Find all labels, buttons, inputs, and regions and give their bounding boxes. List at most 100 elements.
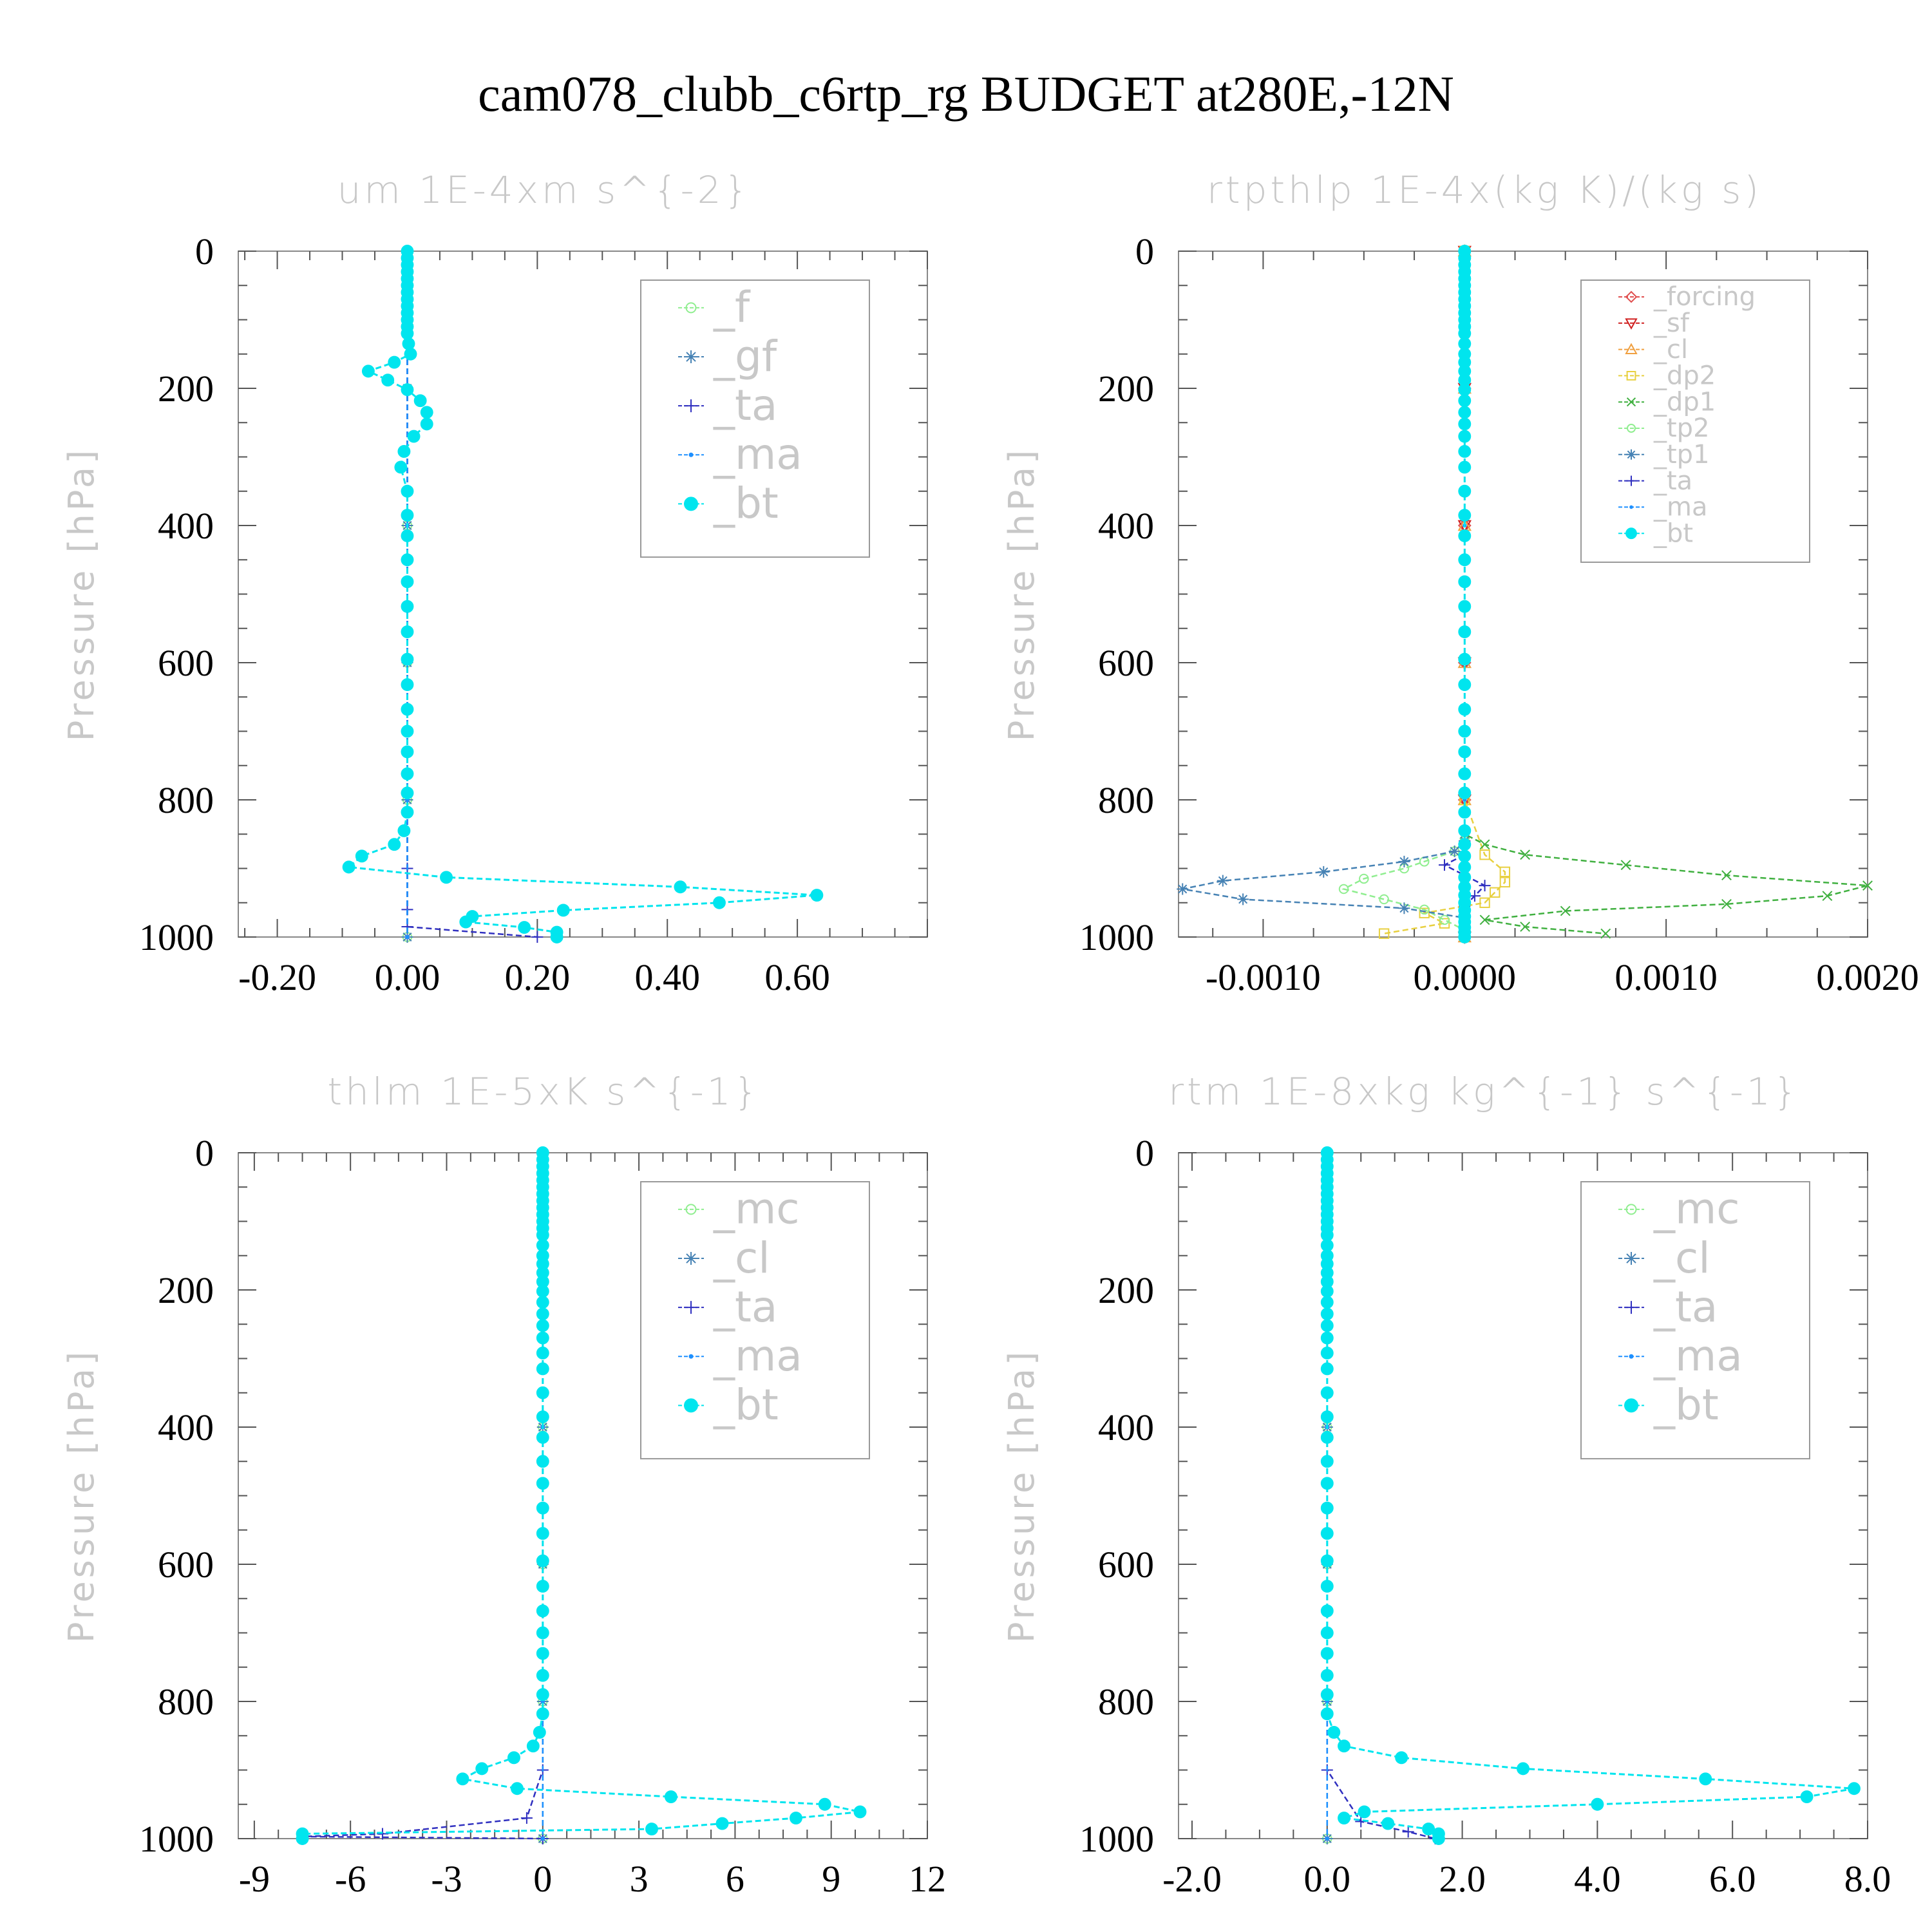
series-point-bt [1517, 1762, 1530, 1776]
x-tick-label: 0.40 [634, 956, 700, 998]
x-tick-label: 0 [533, 1858, 552, 1900]
series-point-bt [401, 652, 414, 666]
series-point-bt [1848, 1782, 1861, 1795]
series-point-bt [1320, 1455, 1334, 1468]
y-tick-label: 0 [1135, 231, 1154, 272]
legend-marker [685, 1252, 697, 1265]
series-line-ta [1326, 1153, 1435, 1840]
x-tick-label: 8.0 [1844, 1858, 1891, 1900]
series-point-bt [536, 1707, 549, 1721]
series-point-bt [401, 529, 414, 542]
series-point-bt [420, 417, 433, 431]
legend-label: _ma [713, 430, 802, 479]
series-point-bt [1320, 1477, 1334, 1490]
series-point-bt [401, 786, 414, 800]
series-point-bt [1458, 394, 1472, 408]
legend-marker [1629, 1354, 1634, 1359]
y-tick-label: 800 [158, 779, 214, 821]
legend-marker [684, 497, 698, 511]
series-point-tp2 [1338, 884, 1349, 895]
series-point-bt [1458, 430, 1472, 443]
series-point-bt [1320, 1580, 1334, 1593]
y-tick-label: 200 [1098, 1269, 1154, 1311]
series-point-bt [518, 921, 531, 934]
x-tick-label: 6.0 [1709, 1858, 1756, 1900]
series-point-bt [1458, 509, 1472, 522]
series-point-ma [540, 1836, 545, 1841]
series-point-bt [536, 1296, 549, 1309]
legend-marker [685, 1301, 697, 1314]
legend-marker [1629, 505, 1633, 509]
series-point-bt [536, 1347, 549, 1359]
series-point-bt [645, 1823, 658, 1836]
y-axis-label: Pressure [hPa] [61, 447, 102, 741]
y-axis-label: Pressure [hPa] [1001, 447, 1042, 741]
series-point-bt [401, 806, 414, 819]
series-point-bt [1320, 1527, 1334, 1540]
series-point-tp1 [1177, 883, 1189, 895]
legend-label: _tp1 [1653, 440, 1710, 469]
x-tick-label: 6 [726, 1858, 744, 1900]
series-point-bt [361, 365, 375, 378]
y-tick-label: 400 [1098, 1406, 1154, 1448]
series-point-bt [401, 724, 414, 738]
x-tick-label: -6 [335, 1858, 366, 1900]
series-point-bt [853, 1805, 867, 1819]
legend-label: _ma [713, 1331, 802, 1381]
legend-marker [1624, 1398, 1638, 1413]
series-point-bt [401, 767, 414, 781]
legend-box [640, 279, 870, 558]
series-point-bt [536, 1331, 549, 1345]
series-point-bt [1458, 767, 1472, 781]
x-tick-label: 0.60 [764, 956, 830, 998]
series-point-bt [342, 860, 355, 874]
series-point-bt [1458, 745, 1472, 759]
series-point-bt [401, 575, 414, 589]
series-point-bt [1395, 1751, 1408, 1765]
series-point-bt [355, 849, 368, 863]
series-point-bt [397, 824, 411, 837]
series-point-tp2 [1359, 873, 1369, 884]
legend-label: _bt [1653, 1380, 1719, 1430]
legend-label: _f [713, 283, 751, 332]
series-point-bt [536, 1455, 549, 1468]
y-tick-label: 0 [195, 231, 214, 272]
series-point-bt [1458, 824, 1472, 837]
series-point-bt [475, 1762, 489, 1776]
series-point-bt [401, 745, 414, 759]
legend-label: _cl [1653, 335, 1688, 365]
legend-label: _ma [1653, 493, 1707, 522]
series-point-bt [556, 904, 570, 917]
series-point-bt [1320, 1604, 1334, 1618]
series-point-bt [1320, 1554, 1334, 1567]
y-tick-label: 400 [158, 1406, 214, 1448]
figure-title: cam078_clubb_c6rtp_rg BUDGET at280E,-12N [478, 66, 1454, 122]
series-point-bt [536, 1410, 549, 1423]
legend-marker [1626, 397, 1636, 407]
y-tick-label: 0 [1135, 1132, 1154, 1174]
series-point-bt [404, 347, 417, 361]
series-point-bt [674, 880, 687, 894]
legend-marker [1625, 318, 1638, 330]
series-point-bt [459, 915, 473, 929]
series-point-bt [401, 383, 414, 397]
series-point-tp2 [1439, 914, 1450, 925]
series-point-dp1 [1560, 905, 1571, 916]
y-tick-label: 400 [1098, 505, 1154, 547]
series-point-bt [1327, 1725, 1341, 1739]
series-point-bt [401, 678, 414, 692]
series-point-bt [1338, 1739, 1350, 1753]
series-point-dp2 [1439, 918, 1450, 929]
series-point-bt [440, 871, 453, 884]
series-point-dp1 [1520, 922, 1531, 932]
series-point-dp2 [1499, 876, 1511, 887]
legend-marker [685, 302, 697, 314]
legend-marker [1626, 475, 1636, 486]
legend-label: _bt [713, 478, 779, 528]
series-point-tp1 [1318, 866, 1330, 878]
series-point-bt [1320, 1501, 1334, 1515]
series-point-bt [401, 703, 414, 716]
series-group [296, 1146, 867, 1845]
series-point-bt [1320, 1410, 1334, 1423]
